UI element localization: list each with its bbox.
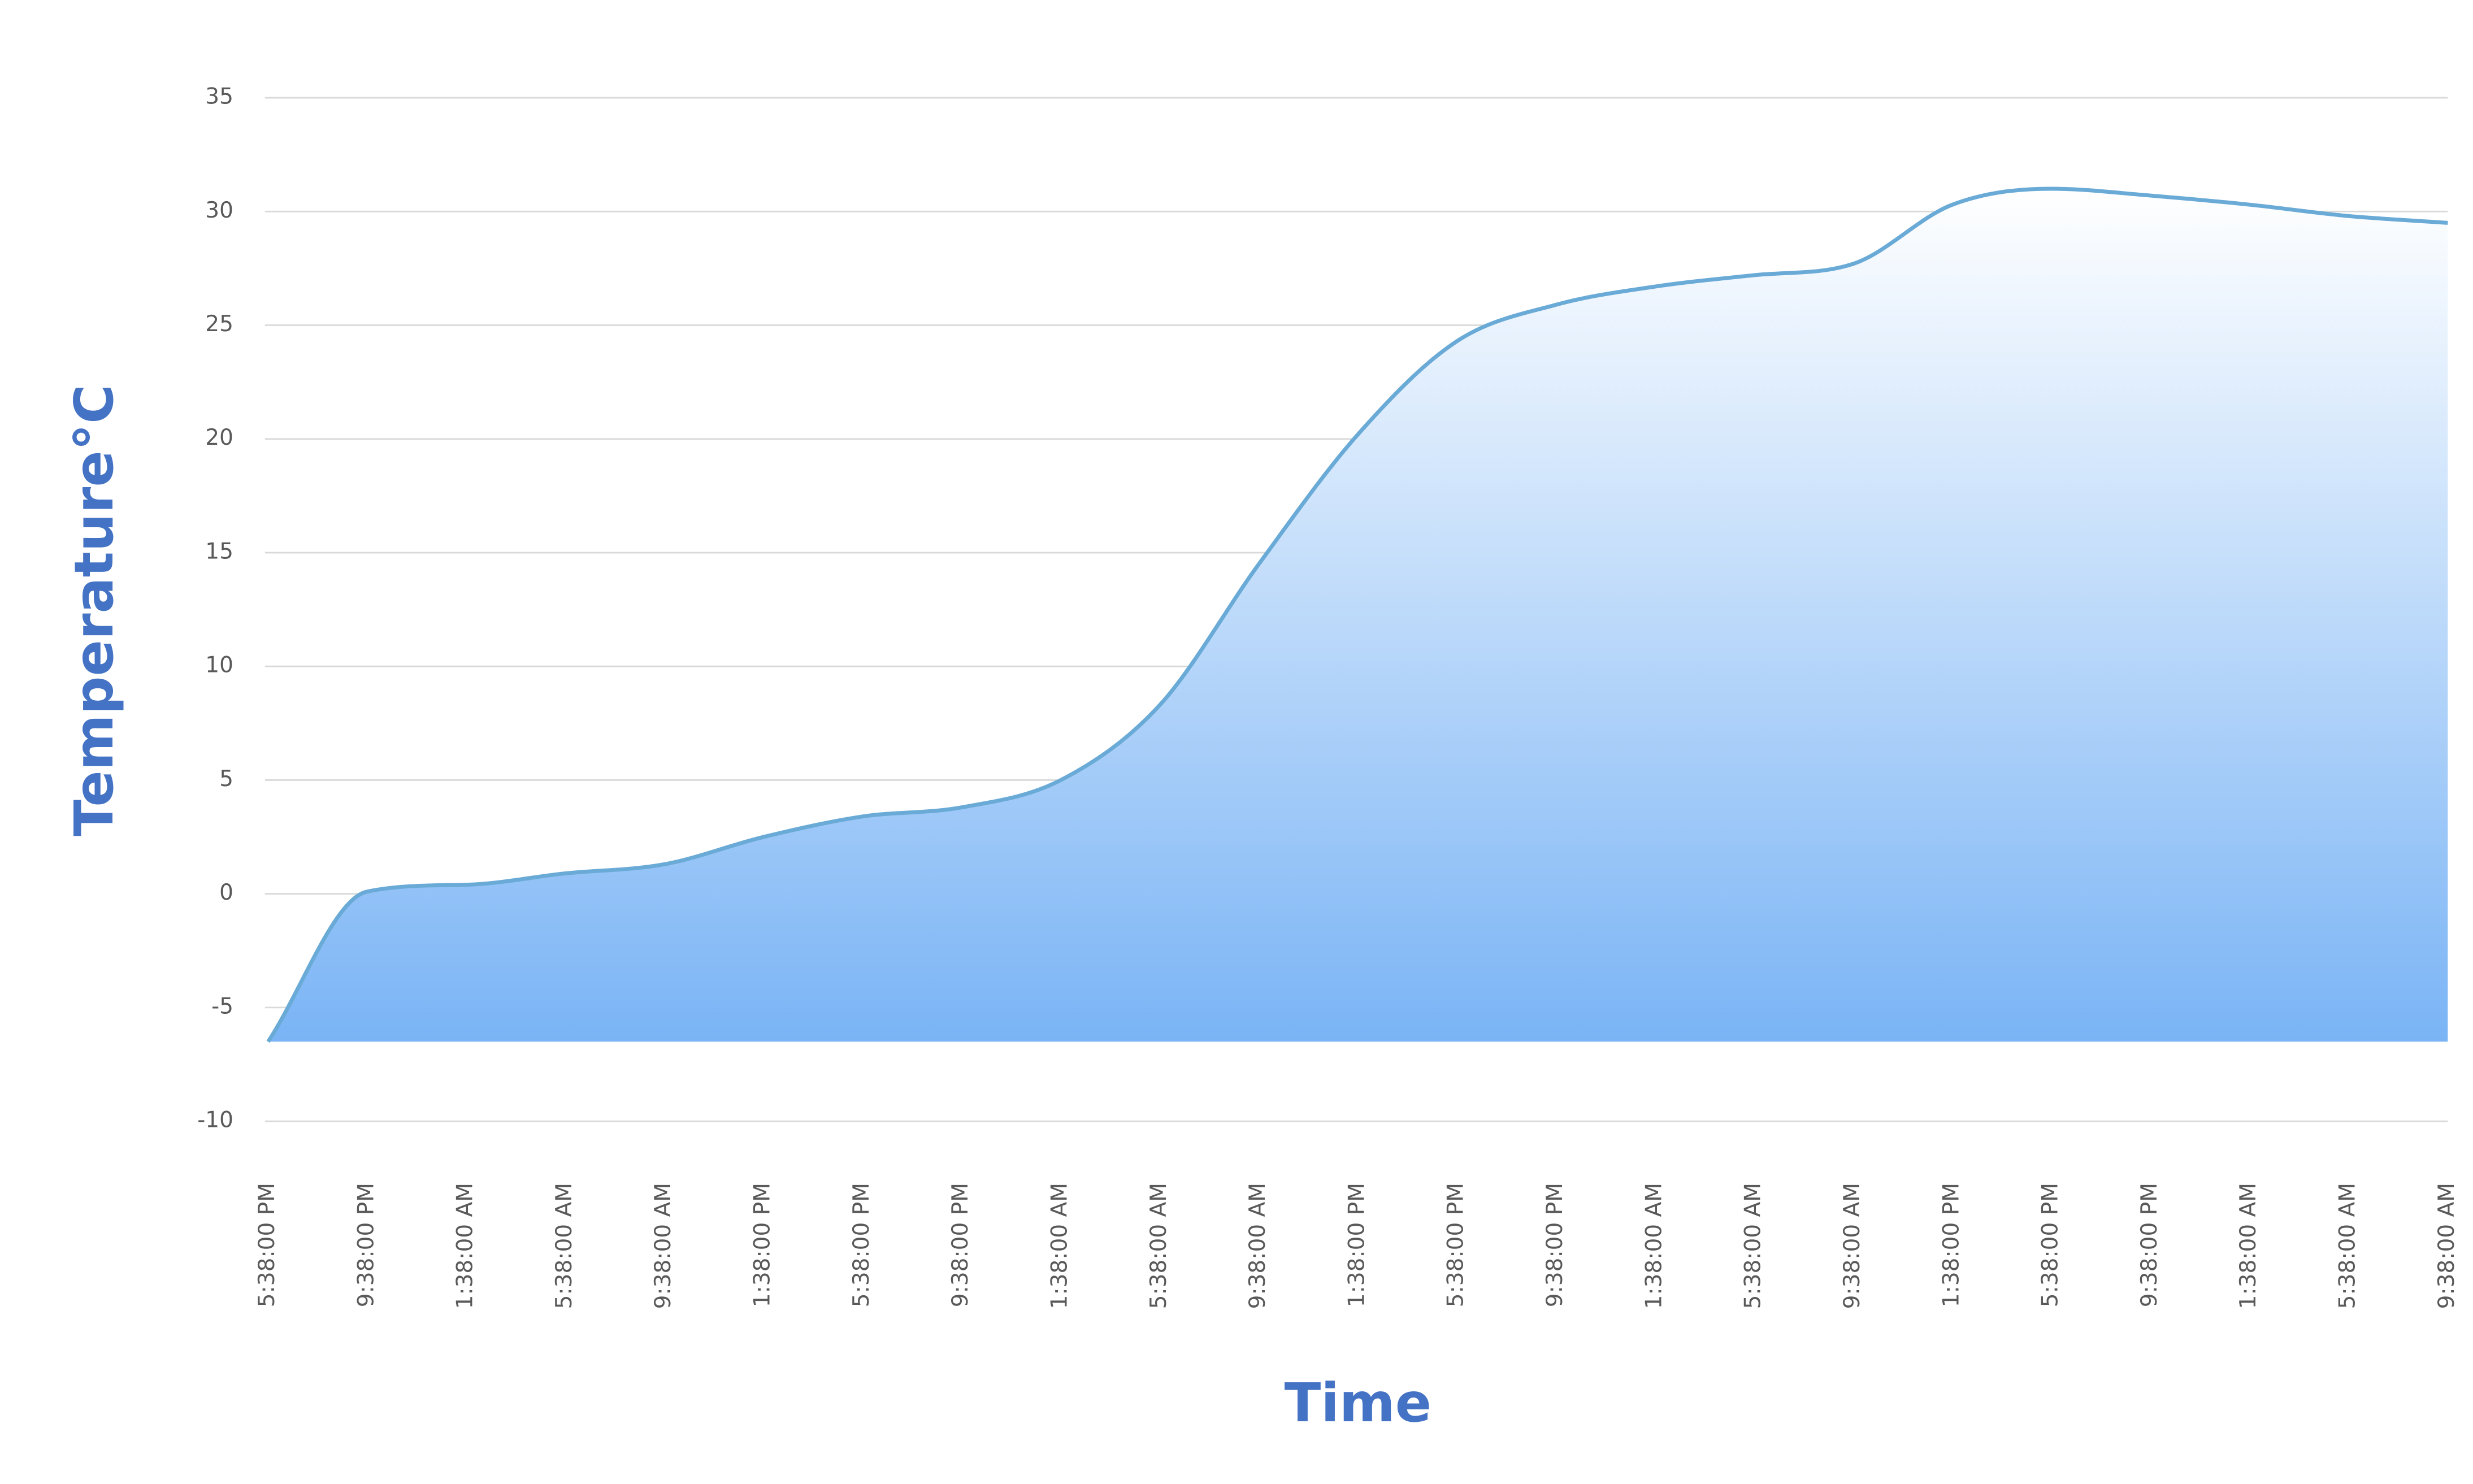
x-tick-label: 9:38:00 PM bbox=[1542, 1183, 1568, 1307]
y-axis-title: Temperature°C bbox=[63, 384, 125, 836]
x-tick-label: 9:38:00 PM bbox=[353, 1183, 379, 1307]
x-tick-label: 9:38:00 AM bbox=[2434, 1183, 2459, 1309]
area-line bbox=[266, 186, 2448, 1043]
area-fill bbox=[268, 189, 2448, 1042]
x-tick-label: 9:38:00 PM bbox=[2137, 1183, 2162, 1307]
x-tick-label: 5:38:00 AM bbox=[552, 1183, 577, 1309]
x-tick-label: 9:38:00 AM bbox=[650, 1183, 676, 1309]
y-tick-label: -5 bbox=[211, 993, 233, 1019]
y-tick-label: 15 bbox=[205, 539, 233, 564]
y-tick-label: -10 bbox=[197, 1108, 233, 1133]
y-tick-label: 25 bbox=[205, 311, 233, 337]
x-tick-label: 5:38:00 PM bbox=[849, 1183, 874, 1307]
x-tick-label: 9:38:00 PM bbox=[948, 1183, 973, 1307]
y-tick-label: 35 bbox=[205, 84, 233, 110]
x-tick-label: 5:38:00 AM bbox=[1741, 1183, 1766, 1309]
x-tick-label: 5:38:00 PM bbox=[2038, 1183, 2063, 1307]
x-tick-label: 1:38:00 AM bbox=[1047, 1183, 1072, 1309]
x-tick-label: 5:38:00 AM bbox=[1146, 1183, 1172, 1309]
y-tick-label: 0 bbox=[219, 880, 233, 905]
y-tick-label: 10 bbox=[205, 653, 233, 678]
y-tick-label: 5 bbox=[219, 766, 233, 792]
x-tick-label: 5:38:00 AM bbox=[2335, 1183, 2361, 1309]
x-tick-label: 9:38:00 AM bbox=[1839, 1183, 1865, 1309]
x-tick-label: 5:38:00 PM bbox=[254, 1183, 280, 1307]
x-axis-title: Time bbox=[1285, 1372, 1431, 1434]
x-tick-label: 1:38:00 PM bbox=[1938, 1183, 1964, 1307]
x-tick-label: 5:38:00 PM bbox=[1443, 1183, 1469, 1307]
x-tick-label: 1:38:00 AM bbox=[453, 1183, 478, 1309]
y-tick-label: 30 bbox=[205, 198, 233, 223]
x-tick-label: 1:38:00 PM bbox=[750, 1183, 775, 1307]
x-tick-label: 9:38:00 AM bbox=[1245, 1183, 1270, 1309]
x-tick-label: 1:38:00 PM bbox=[1344, 1183, 1369, 1307]
x-tick-label: 1:38:00 AM bbox=[2236, 1183, 2261, 1309]
y-tick-label: 20 bbox=[205, 425, 233, 450]
x-tick-label: 1:38:00 AM bbox=[1641, 1183, 1667, 1309]
